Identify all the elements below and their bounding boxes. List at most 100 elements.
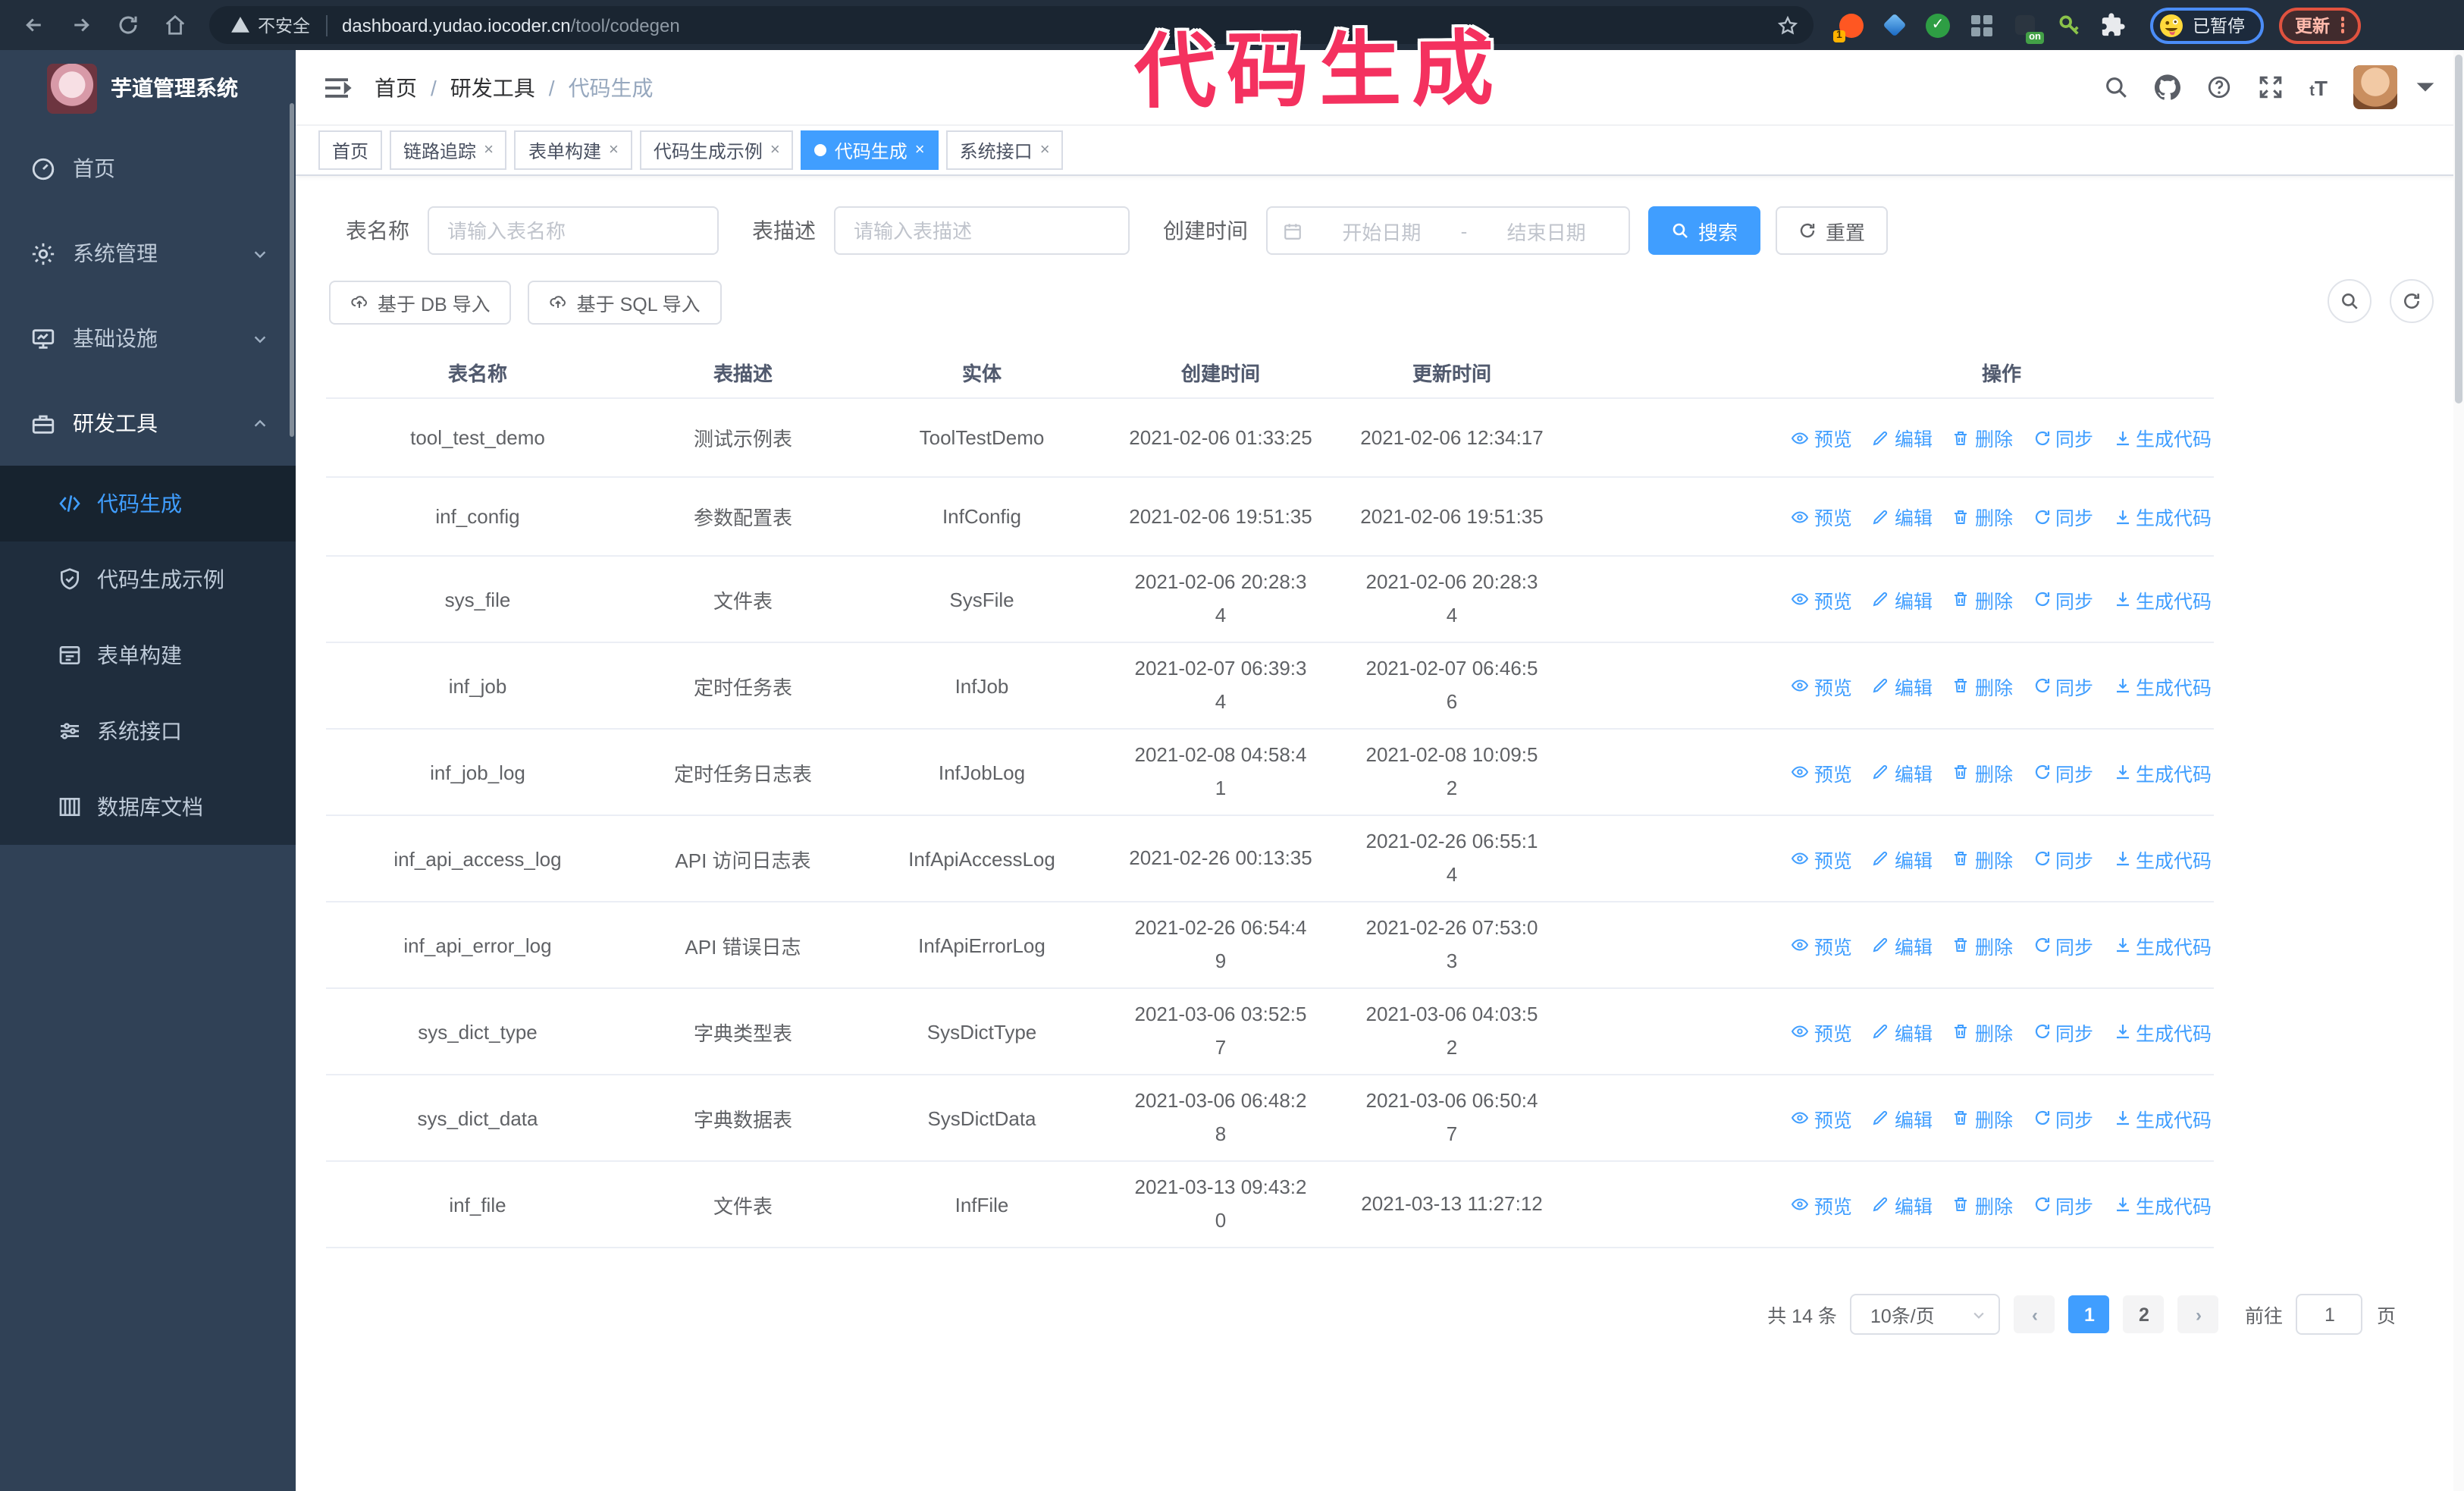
page-button-1[interactable]: 1 — [2068, 1295, 2110, 1333]
edit-link[interactable]: 编辑 — [1872, 671, 1933, 700]
delete-link[interactable]: 删除 — [1952, 1103, 2013, 1132]
sync-link[interactable]: 同步 — [2033, 502, 2093, 531]
close-icon[interactable]: × — [770, 141, 780, 159]
start-date-placeholder[interactable]: 开始日期 — [1342, 221, 1422, 243]
close-icon[interactable]: × — [1039, 141, 1050, 159]
bookmark-star-icon[interactable] — [1777, 14, 1798, 36]
delete-link[interactable]: 删除 — [1952, 502, 2013, 531]
sync-link[interactable]: 同步 — [2033, 671, 2093, 700]
generate-code-link[interactable]: 生成代码 — [2113, 931, 2212, 959]
edit-link[interactable]: 编辑 — [1872, 758, 1933, 786]
sync-link[interactable]: 同步 — [2033, 585, 2093, 614]
sidebar-item-dev-tools[interactable]: 研发工具 — [0, 381, 296, 466]
extensions-puzzle-icon[interactable] — [2100, 12, 2126, 38]
security-label[interactable]: 不安全 — [258, 17, 310, 36]
caret-down-icon[interactable] — [2412, 74, 2438, 100]
sidebar-item-code-generation[interactable]: 代码生成 — [0, 466, 296, 541]
delete-link[interactable]: 删除 — [1952, 931, 2013, 959]
preview-link[interactable]: 预览 — [1792, 502, 1852, 531]
close-icon[interactable]: × — [914, 141, 925, 159]
delete-link[interactable]: 删除 — [1952, 1190, 2013, 1219]
breadcrumb-home[interactable]: 首页 — [375, 75, 417, 99]
delete-link[interactable]: 删除 — [1952, 844, 2013, 873]
preview-link[interactable]: 预览 — [1792, 671, 1852, 700]
generate-code-link[interactable]: 生成代码 — [2113, 758, 2212, 786]
sidebar-item-database-doc[interactable]: 数据库文档 — [0, 769, 296, 845]
edit-link[interactable]: 编辑 — [1872, 1190, 1933, 1219]
sync-link[interactable]: 同步 — [2033, 844, 2093, 873]
search-icon[interactable] — [2103, 74, 2129, 100]
generate-code-link[interactable]: 生成代码 — [2113, 423, 2212, 452]
delete-link[interactable]: 删除 — [1952, 1017, 2013, 1046]
profile-paused-pill[interactable]: 已暂停 — [2150, 7, 2263, 43]
sidebar-scrollbar-thumb[interactable] — [290, 103, 294, 437]
font-size-icon[interactable]: tT — [2309, 75, 2328, 99]
delete-link[interactable]: 删除 — [1952, 758, 2013, 786]
edit-link[interactable]: 编辑 — [1872, 585, 1933, 614]
sidebar-item-system-interface[interactable]: 系统接口 — [0, 693, 296, 769]
url-path[interactable]: /tool/codegen — [570, 14, 680, 36]
generate-code-link[interactable]: 生成代码 — [2113, 671, 2212, 700]
sync-link[interactable]: 同步 — [2033, 1103, 2093, 1132]
generate-code-link[interactable]: 生成代码 — [2113, 502, 2212, 531]
sidebar-item-infrastructure[interactable]: 基础设施 — [0, 296, 296, 381]
prev-page-button[interactable]: ‹ — [2014, 1295, 2055, 1333]
tab-form-builder[interactable]: 表单构建 × — [514, 130, 632, 170]
search-button[interactable]: 搜索 — [1648, 206, 1761, 255]
generate-code-link[interactable]: 生成代码 — [2113, 844, 2212, 873]
goto-page-input[interactable] — [2296, 1294, 2363, 1335]
delete-link[interactable]: 删除 — [1952, 671, 2013, 700]
table-desc-input[interactable] — [834, 206, 1130, 255]
tab-tracing[interactable]: 链路追踪 × — [390, 130, 507, 170]
generate-code-link[interactable]: 生成代码 — [2113, 585, 2212, 614]
extension-icon-grid[interactable] — [1968, 12, 1994, 38]
tab-home[interactable]: 首页 — [318, 130, 383, 170]
breadcrumb-dev-tools[interactable]: 研发工具 — [450, 75, 535, 99]
edit-link[interactable]: 编辑 — [1872, 1103, 1933, 1132]
tab-system-interface[interactable]: 系统接口 × — [945, 130, 1064, 170]
browser-back-button[interactable] — [15, 7, 52, 43]
generate-code-link[interactable]: 生成代码 — [2113, 1103, 2212, 1132]
sidebar-item-form-builder[interactable]: 表单构建 — [0, 617, 296, 693]
preview-link[interactable]: 预览 — [1792, 1017, 1852, 1046]
edit-link[interactable]: 编辑 — [1872, 931, 1933, 959]
github-icon[interactable] — [2155, 74, 2181, 100]
sync-link[interactable]: 同步 — [2033, 1190, 2093, 1219]
address-bar[interactable]: 不安全 dashboard.yudao.iocoder.cn/tool/code… — [209, 6, 1814, 44]
next-page-button[interactable]: › — [2177, 1295, 2219, 1333]
sync-link[interactable]: 同步 — [2033, 758, 2093, 786]
date-range-picker[interactable]: 开始日期 - 结束日期 — [1266, 206, 1630, 255]
browser-home-button[interactable] — [156, 7, 193, 43]
tab-codegen-example[interactable]: 代码生成示例 × — [639, 130, 794, 170]
sync-link[interactable]: 同步 — [2033, 931, 2093, 959]
preview-link[interactable]: 预览 — [1792, 1190, 1852, 1219]
tab-codegen[interactable]: 代码生成 × — [801, 130, 939, 170]
page-button-2[interactable]: 2 — [2123, 1295, 2165, 1333]
edit-link[interactable]: 编辑 — [1872, 502, 1933, 531]
preview-link[interactable]: 预览 — [1792, 1103, 1852, 1132]
browser-forward-button[interactable] — [62, 7, 99, 43]
preview-link[interactable]: 预览 — [1792, 758, 1852, 786]
end-date-placeholder[interactable]: 结束日期 — [1506, 221, 1586, 243]
page-scrollbar[interactable] — [2453, 50, 2464, 1491]
app-logo-row[interactable]: 芋道管理系统 — [0, 50, 296, 126]
kebab-menu-icon[interactable] — [2340, 15, 2344, 36]
help-icon[interactable] — [2206, 74, 2232, 100]
sidebar-item-system-management[interactable]: 系统管理 — [0, 211, 296, 296]
extension-icon-check[interactable]: ✓ — [1926, 13, 1950, 37]
delete-link[interactable]: 删除 — [1952, 585, 2013, 614]
preview-link[interactable]: 预览 — [1792, 423, 1852, 452]
user-avatar[interactable] — [2353, 65, 2397, 109]
preview-link[interactable]: 预览 — [1792, 931, 1852, 959]
extension-icon-key[interactable] — [2056, 12, 2082, 38]
extension-icon-reddit[interactable]: 1 — [1833, 12, 1864, 42]
generate-code-link[interactable]: 生成代码 — [2113, 1017, 2212, 1046]
table-name-input[interactable] — [428, 206, 719, 255]
close-icon[interactable]: × — [484, 141, 494, 159]
hamburger-menu-icon[interactable] — [321, 72, 352, 102]
browser-update-button[interactable]: 更新 — [2278, 7, 2361, 43]
scrollbar-thumb[interactable] — [2455, 55, 2462, 403]
extension-icon-gem[interactable] — [1882, 12, 1908, 38]
delete-link[interactable]: 删除 — [1952, 423, 2013, 452]
preview-link[interactable]: 预览 — [1792, 844, 1852, 873]
